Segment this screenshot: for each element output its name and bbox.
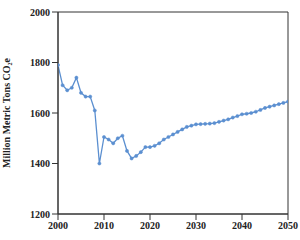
svg-text:2010: 2010 (94, 220, 114, 231)
svg-text:2030: 2030 (186, 220, 206, 231)
svg-text:2000: 2000 (30, 7, 50, 18)
svg-text:2040: 2040 (232, 220, 252, 231)
svg-text:1400: 1400 (30, 158, 50, 169)
svg-text:2050: 2050 (278, 220, 292, 231)
svg-text:1600: 1600 (30, 108, 50, 119)
svg-text:1800: 1800 (30, 57, 50, 68)
svg-text:2000: 2000 (48, 220, 68, 231)
svg-text:1200: 1200 (30, 209, 50, 220)
svg-text:Million Metric Tons CO₂e: Million Metric Tons CO₂e (8, 57, 12, 167)
svg-text:2020: 2020 (140, 220, 160, 231)
